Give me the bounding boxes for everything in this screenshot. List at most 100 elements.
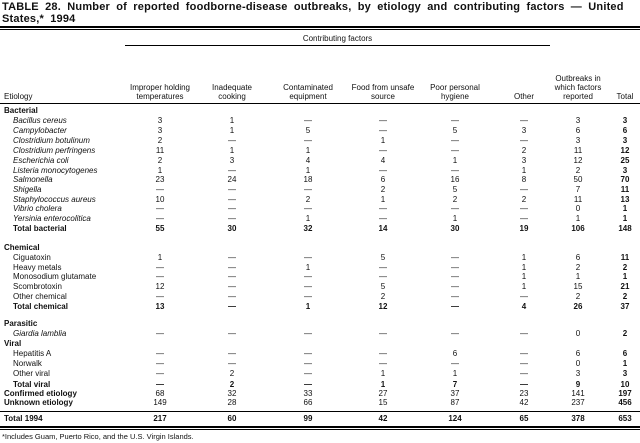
cell-value: 5: [452, 126, 458, 135]
cell-value: —: [520, 116, 528, 125]
cell-value: 32: [303, 224, 313, 233]
row-label: Giardia lamblia: [13, 329, 67, 338]
cell-value: —: [156, 263, 164, 272]
row-label: Other chemical: [13, 292, 67, 301]
row-label: Total bacterial: [13, 224, 67, 233]
cell-value: 11: [620, 185, 630, 194]
cell-value: —: [228, 253, 236, 262]
cell-value: 1: [305, 166, 311, 175]
cell-value: —: [228, 359, 236, 368]
table-row: Bacillus cereus 3 1 — — — — 3 3: [0, 116, 640, 126]
cell-value: 106: [571, 224, 585, 233]
cell-value: 3: [157, 116, 163, 125]
cell-value: —: [451, 329, 459, 338]
cell-value: 5: [452, 185, 458, 194]
cell-value: 12: [573, 156, 583, 165]
cell-value: 68: [155, 389, 165, 398]
group-header: Contributing factors: [302, 34, 373, 43]
cell-value: —: [520, 292, 528, 301]
cell-value: 2: [229, 369, 235, 378]
cell-value: 2: [622, 263, 628, 272]
cell-value: 3: [622, 136, 628, 145]
cell-value: —: [304, 292, 312, 301]
cell-value: 6: [622, 349, 628, 358]
cell-value: 7: [575, 185, 581, 194]
row-label: Total 1994: [4, 414, 43, 423]
cell-value: 2: [452, 195, 458, 204]
cell-value: —: [156, 380, 164, 389]
cell-value: 60: [227, 414, 237, 423]
cell-value: 32: [227, 389, 237, 398]
table-row: Total chemical 13 — 1 12 — 4 26 37: [0, 302, 640, 312]
row-label: Campylobacter: [13, 126, 67, 135]
cell-value: 3: [575, 116, 581, 125]
table-row: Monosodium glutamate — — — — — 1 1 1: [0, 272, 640, 282]
cell-value: 10: [155, 195, 165, 204]
cell-value: —: [520, 185, 528, 194]
cell-value: 16: [450, 175, 460, 184]
cell-value: —: [520, 380, 528, 389]
cell-value: 197: [618, 389, 632, 398]
cell-value: 3: [575, 136, 581, 145]
cell-value: 42: [519, 398, 529, 407]
table-row: Hepatitis A — — — — 6 — 6 6: [0, 349, 640, 359]
row-label: Yersinia enterocolitica: [13, 214, 91, 223]
cell-value: —: [379, 204, 387, 213]
cell-value: 2: [575, 292, 581, 301]
cell-value: 2: [622, 329, 628, 338]
cell-value: 23: [519, 389, 529, 398]
cell-value: 1: [157, 253, 163, 262]
table-row: Vibrio cholera — — — — — — 0 1: [0, 204, 640, 214]
cell-value: 8: [521, 175, 527, 184]
cell-value: 70: [620, 175, 630, 184]
cell-value: —: [379, 116, 387, 125]
cell-value: 6: [380, 175, 386, 184]
cell-value: —: [451, 292, 459, 301]
row-label: Listeria monocytogenes: [13, 166, 98, 175]
cell-value: 456: [618, 398, 632, 407]
row-label: Shigella: [13, 185, 42, 194]
row-label: Ciguatoxin: [13, 253, 51, 262]
table-row: Escherichia coli 2 3 4 4 1 3 12 25: [0, 156, 640, 166]
row-label: Bacillus cereus: [13, 116, 67, 125]
cell-value: —: [451, 116, 459, 125]
column-header: Improper holding temperatures: [129, 83, 191, 101]
cell-value: 149: [153, 398, 167, 407]
cell-value: 66: [303, 398, 313, 407]
row-label: Staphylococcus aureus: [13, 195, 96, 204]
cell-value: 0: [575, 329, 581, 338]
table-row: Salmonella 23 24 18 6 16 8 50 70: [0, 175, 640, 185]
table-row: Viral: [0, 339, 640, 349]
cell-value: 13: [620, 195, 630, 204]
cell-value: 2: [575, 166, 581, 175]
table-row: Giardia lamblia — — — — — — 0 2: [0, 329, 640, 339]
cell-value: 1: [157, 166, 163, 175]
footnote: *Includes Guam, Puerto Rico, and the U.S…: [2, 432, 194, 441]
cell-value: —: [156, 272, 164, 281]
cell-value: —: [451, 359, 459, 368]
cell-value: 1: [229, 146, 235, 155]
header-rule: [0, 103, 640, 104]
cell-value: —: [228, 204, 236, 213]
cell-value: 1: [521, 263, 527, 272]
cell-value: 2: [305, 195, 311, 204]
column-header: Inadequate cooking: [211, 83, 253, 101]
cell-value: —: [228, 185, 236, 194]
cell-value: 2: [229, 380, 235, 389]
cell-value: 1: [521, 253, 527, 262]
cell-value: —: [304, 359, 312, 368]
cell-value: 378: [571, 414, 585, 423]
table-row: Confirmed etiology 68 32 33 27 37 23 141 197: [0, 389, 640, 399]
cell-value: 3: [622, 166, 628, 175]
row-label: Confirmed etiology: [4, 389, 77, 398]
cell-value: 87: [450, 398, 460, 407]
cell-value: —: [228, 302, 236, 311]
row-label: Other viral: [13, 369, 50, 378]
cell-value: —: [304, 380, 312, 389]
cell-value: 2: [622, 292, 628, 301]
row-label: Total viral: [13, 380, 51, 389]
table-row: Total 1994 217 60 99 42 124 65 378 653: [0, 414, 640, 424]
table-row: Chemical: [0, 243, 640, 253]
cell-value: 3: [575, 369, 581, 378]
